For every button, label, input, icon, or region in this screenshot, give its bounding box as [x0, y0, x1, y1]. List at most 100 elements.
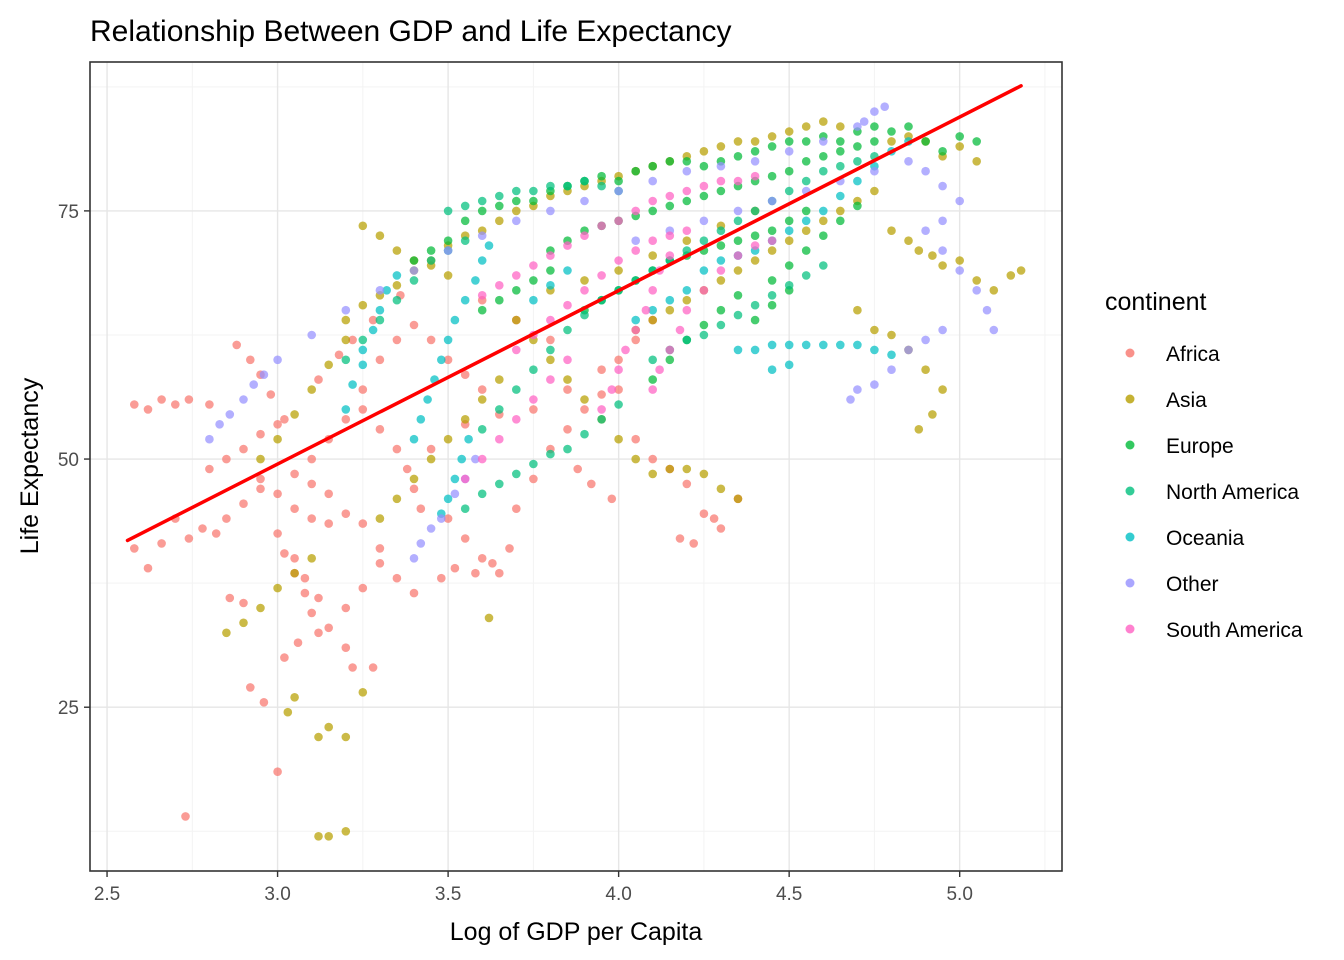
point-europe: [921, 137, 930, 146]
point-south-america: [675, 325, 685, 335]
point-other: [859, 117, 869, 126]
point-africa: [426, 335, 436, 345]
point-south-america: [580, 231, 589, 240]
point-asia: [341, 335, 351, 345]
point-asia: [682, 464, 692, 474]
point-north-america: [512, 469, 521, 479]
point-oceania: [546, 281, 555, 290]
point-asia: [716, 142, 726, 151]
point-africa: [375, 425, 385, 434]
point-north-america: [563, 444, 572, 454]
point-asia: [580, 276, 589, 285]
point-south-america: [665, 251, 675, 260]
point-africa: [631, 434, 640, 444]
point-south-america: [460, 474, 470, 484]
point-europe: [477, 305, 487, 315]
point-africa: [300, 573, 310, 583]
point-asia: [375, 231, 385, 240]
point-africa: [607, 494, 617, 504]
legend-label-other: Other: [1166, 573, 1219, 596]
point-africa: [256, 429, 265, 439]
legend-label-north-america: North America: [1166, 481, 1299, 504]
point-other: [259, 370, 269, 380]
point-africa: [563, 385, 572, 394]
point-other: [409, 266, 419, 275]
point-oceania: [382, 286, 392, 295]
point-europe: [614, 176, 623, 186]
point-asia: [307, 554, 317, 563]
point-africa: [324, 519, 334, 528]
point-south-america: [512, 345, 521, 355]
point-south-america: [716, 266, 726, 275]
point-other: [887, 365, 896, 375]
point-africa: [341, 603, 351, 613]
point-oceania: [471, 276, 480, 285]
point-africa: [460, 370, 470, 380]
point-africa: [280, 653, 289, 662]
point-africa: [597, 365, 606, 375]
point-africa: [597, 390, 606, 399]
point-africa: [580, 405, 589, 414]
point-asia: [904, 236, 913, 245]
point-asia: [819, 117, 828, 126]
point-africa: [205, 400, 214, 409]
point-europe: [665, 355, 675, 365]
point-asia: [733, 494, 743, 504]
point-south-america: [699, 286, 709, 295]
legend-key-oceania: [1125, 532, 1135, 542]
point-oceania: [409, 434, 419, 444]
point-africa: [143, 563, 153, 573]
point-africa: [512, 504, 521, 513]
legend-items: Africa Asia Europe North America Oceania Othe…: [1125, 343, 1303, 642]
point-africa: [314, 628, 323, 638]
point-europe: [648, 375, 657, 384]
y-tick-label: 25: [58, 698, 79, 719]
point-south-america: [563, 241, 572, 250]
legend-key-other: [1125, 578, 1135, 588]
point-asia: [443, 434, 453, 444]
point-south-america: [767, 236, 777, 245]
point-asia: [1016, 266, 1026, 275]
point-europe: [750, 231, 760, 240]
point-europe: [801, 246, 811, 255]
point-other: [648, 176, 657, 186]
point-asia: [870, 325, 879, 335]
point-asia: [290, 693, 299, 702]
point-other: [443, 246, 453, 255]
point-africa: [546, 335, 555, 345]
point-asia: [928, 410, 937, 419]
point-south-america: [512, 415, 521, 424]
point-oceania: [392, 271, 402, 280]
point-africa: [614, 385, 623, 394]
point-europe: [767, 142, 777, 151]
point-europe: [495, 201, 504, 211]
point-other: [938, 216, 947, 226]
point-asia: [750, 137, 760, 146]
point-asia: [273, 434, 282, 444]
point-europe: [767, 300, 777, 310]
point-africa: [392, 444, 402, 454]
point-other: [409, 554, 419, 563]
point-asia: [733, 137, 743, 146]
point-south-america: [733, 251, 743, 260]
point-asia: [314, 732, 323, 742]
point-other: [426, 524, 436, 533]
point-oceania: [348, 380, 357, 389]
point-asia: [409, 474, 419, 484]
point-africa: [437, 573, 446, 583]
point-oceania: [368, 325, 378, 335]
point-africa: [392, 335, 402, 345]
point-africa: [348, 663, 357, 672]
point-oceania: [484, 241, 494, 250]
point-africa: [426, 444, 436, 454]
point-asia: [341, 732, 351, 742]
point-north-america: [529, 186, 538, 196]
point-north-america: [495, 405, 504, 414]
point-africa: [314, 593, 323, 603]
point-asia: [887, 330, 896, 340]
point-europe: [529, 276, 538, 285]
point-europe: [767, 226, 777, 235]
point-south-america: [546, 375, 555, 384]
point-south-america: [750, 171, 760, 181]
point-asia: [870, 186, 879, 196]
